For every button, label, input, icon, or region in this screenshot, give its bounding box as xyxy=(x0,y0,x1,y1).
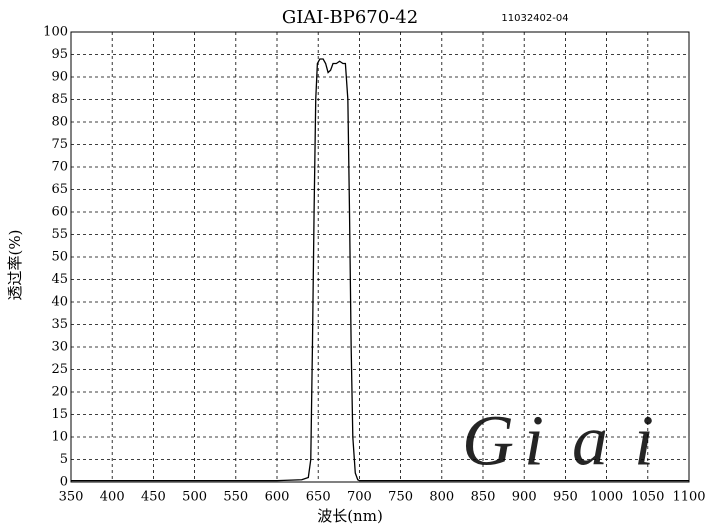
x-tick-label: 1100 xyxy=(672,490,705,505)
y-tick-label: 40 xyxy=(51,295,68,310)
x-tick-label: 450 xyxy=(141,490,166,505)
y-tick-label: 100 xyxy=(43,25,68,40)
y-tick-label: 95 xyxy=(51,47,68,62)
y-tick-label: 35 xyxy=(51,317,68,332)
y-tick-label: 70 xyxy=(51,160,68,175)
x-tick-label: 900 xyxy=(512,490,537,505)
x-tick-label: 750 xyxy=(388,490,413,505)
x-tick-label: 850 xyxy=(471,490,496,505)
x-tick-label: 700 xyxy=(347,490,372,505)
y-tick-label: 20 xyxy=(51,385,68,400)
plot-frame xyxy=(70,31,690,483)
y-axis-label: 透过率(%) xyxy=(6,230,24,301)
y-tick-label: 75 xyxy=(51,137,68,152)
y-tick-label: 55 xyxy=(51,227,68,242)
y-tick-label: 25 xyxy=(51,362,68,377)
watermark-letter: G xyxy=(462,401,514,481)
watermark-letter: a xyxy=(572,401,608,481)
watermark-letter: i xyxy=(524,401,544,481)
y-tick-label: 15 xyxy=(51,407,68,422)
data-line xyxy=(71,58,689,482)
x-tick-label: 400 xyxy=(100,490,125,505)
x-tick-label: 350 xyxy=(59,490,84,505)
x-tick-label: 600 xyxy=(265,490,290,505)
watermark-letter: i xyxy=(634,401,654,481)
x-axis-label: 波长(nm) xyxy=(317,507,383,525)
y-tick-label: 30 xyxy=(51,340,68,355)
y-tick-label: 45 xyxy=(51,272,68,287)
y-tick-label: 5 xyxy=(60,452,68,467)
y-tick-label: 10 xyxy=(51,430,68,445)
x-tick-label: 550 xyxy=(223,490,248,505)
y-tick-label: 85 xyxy=(51,92,68,107)
chart-subtitle: 11032402-04 xyxy=(501,13,568,24)
x-tick-label: 500 xyxy=(182,490,207,505)
chart-title: GIAI-BP670-42 xyxy=(282,7,418,28)
y-tick-label: 60 xyxy=(51,205,68,220)
y-tick-label: 65 xyxy=(51,182,68,197)
y-tick-label: 80 xyxy=(51,115,68,130)
x-tick-label: 1050 xyxy=(631,490,664,505)
x-tick-label: 650 xyxy=(306,490,331,505)
x-tick-label: 1000 xyxy=(590,490,623,505)
x-tick-label: 800 xyxy=(429,490,454,505)
y-tick-label: 90 xyxy=(51,70,68,85)
x-tick-label: 950 xyxy=(553,490,578,505)
y-tick-label: 0 xyxy=(60,475,68,490)
y-tick-label: 50 xyxy=(51,250,68,265)
